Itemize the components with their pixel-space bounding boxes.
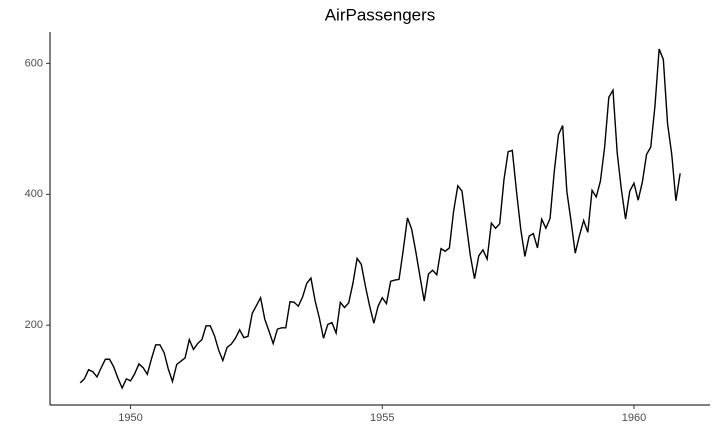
data-line — [79, 48, 681, 390]
x-tick-label: 1955 — [370, 412, 394, 424]
y-tick-label: 400 — [25, 188, 43, 200]
x-tick-label: 1960 — [622, 412, 646, 424]
y-tick-label: 200 — [25, 319, 43, 331]
y-tick-label: 600 — [25, 57, 43, 69]
x-tick-label: 1950 — [118, 412, 142, 424]
chart-title: AirPassengers — [325, 5, 436, 24]
